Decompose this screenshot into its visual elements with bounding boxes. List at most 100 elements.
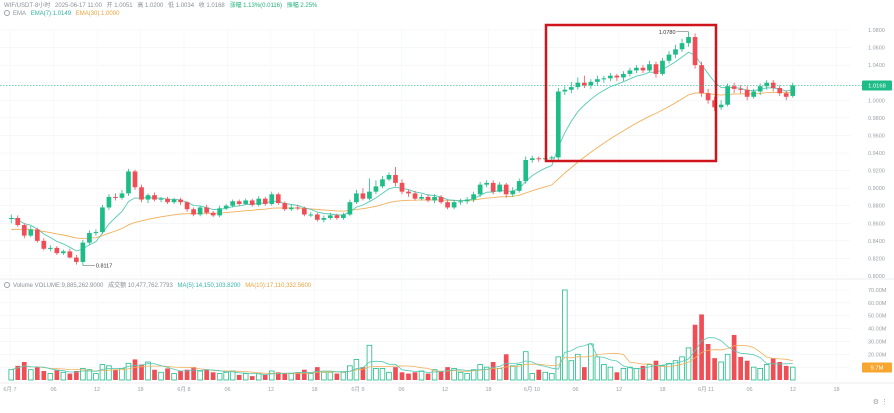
candle-body bbox=[347, 202, 353, 215]
indicator-settings-icon[interactable] bbox=[4, 10, 10, 16]
volume-bar bbox=[210, 372, 216, 380]
candle-body bbox=[731, 86, 737, 89]
price-tick-label: 1.0400 bbox=[868, 63, 885, 69]
volume-bar bbox=[451, 368, 457, 381]
volume-bar bbox=[393, 367, 398, 380]
candle-body bbox=[523, 160, 529, 182]
time-tick-label: 6月 9 bbox=[351, 386, 364, 393]
candle-body bbox=[666, 54, 672, 61]
candle-body bbox=[15, 218, 21, 226]
time-tick-label: 12 bbox=[442, 387, 448, 393]
candle-body bbox=[87, 232, 92, 243]
candle-body bbox=[8, 218, 14, 220]
candle-body bbox=[217, 208, 222, 216]
candle-body bbox=[686, 37, 691, 44]
volume-bar bbox=[757, 368, 763, 381]
time-tick-label: 18 bbox=[659, 387, 665, 393]
candle-body bbox=[328, 215, 333, 219]
chart-settings-icon[interactable]: ⚙ ⋮ bbox=[872, 399, 888, 406]
volume-bar bbox=[399, 372, 405, 380]
ema7-path bbox=[11, 51, 793, 252]
amplitude-value: 振幅 2.25% bbox=[286, 3, 318, 9]
candle-body bbox=[718, 104, 724, 108]
candle-body bbox=[705, 93, 711, 101]
volume-bar bbox=[601, 364, 607, 381]
volume-bar bbox=[308, 373, 314, 381]
volume-bar bbox=[490, 362, 496, 380]
volume-bar bbox=[236, 374, 242, 380]
volume-bar bbox=[321, 371, 327, 381]
candle-body bbox=[256, 198, 262, 205]
volume-bar bbox=[282, 373, 288, 380]
volume-bar bbox=[34, 367, 40, 380]
volume-bar bbox=[627, 366, 633, 381]
candle-body bbox=[295, 207, 301, 209]
candle-body bbox=[653, 64, 659, 74]
time-tick-label: 06 bbox=[746, 387, 752, 393]
volume-bar bbox=[529, 373, 535, 381]
candle-body bbox=[712, 100, 717, 108]
time-tick-label: 06 bbox=[224, 387, 230, 393]
volume-bar bbox=[373, 368, 379, 381]
price-tick-label: 0.9800 bbox=[868, 116, 885, 122]
volume-bar bbox=[789, 366, 796, 381]
volume-bar bbox=[119, 368, 125, 381]
candle-body bbox=[679, 43, 685, 50]
candle-body bbox=[262, 198, 268, 204]
candle-body bbox=[386, 174, 392, 180]
candle-body bbox=[47, 247, 53, 249]
candle-body bbox=[204, 207, 209, 213]
volume-bar bbox=[418, 370, 425, 381]
volume-bar bbox=[457, 371, 464, 381]
candle-body bbox=[555, 91, 561, 158]
volume-bar bbox=[633, 368, 640, 381]
volume-bar bbox=[132, 359, 138, 380]
volume-bar bbox=[640, 365, 646, 380]
candle-body bbox=[738, 88, 743, 90]
time-tick-label: 6月 7 bbox=[3, 386, 16, 393]
candle-date: 2025-06-17 11:00 bbox=[55, 3, 102, 9]
candle-body bbox=[438, 196, 444, 203]
volume-bar bbox=[327, 371, 334, 381]
candle-body bbox=[425, 196, 431, 201]
volume-bar bbox=[60, 371, 67, 381]
price-tick-label: 0.9600 bbox=[868, 133, 885, 139]
ohlc-header: WIF/USDT·8小时 2025-06-17 11:00 开 1.0051 高… bbox=[4, 2, 320, 10]
ema30-path bbox=[11, 91, 793, 239]
candle-body bbox=[549, 157, 555, 159]
low-marker-label: 0.8117 bbox=[96, 263, 112, 269]
volume-settings-icon[interactable] bbox=[4, 282, 10, 288]
time-tick-label: 06 bbox=[50, 387, 56, 393]
candle-body bbox=[490, 182, 496, 192]
volume-bar bbox=[139, 364, 144, 380]
candle-body bbox=[269, 194, 275, 204]
candle-body bbox=[699, 65, 704, 94]
volume-bar bbox=[41, 371, 47, 380]
candle-body bbox=[451, 202, 457, 208]
time-tick-label: 18 bbox=[833, 387, 839, 393]
volume-bar bbox=[242, 373, 249, 381]
volume-bar bbox=[431, 369, 438, 381]
candle-body bbox=[28, 229, 34, 236]
candle-body bbox=[93, 232, 99, 234]
candle-body bbox=[725, 86, 730, 105]
candle-body bbox=[647, 64, 652, 71]
open-value: 开 1.0051 bbox=[106, 3, 133, 9]
candle-body bbox=[145, 195, 151, 200]
volume-header[interactable]: Volume VOLUME:9,885,262.9000 成交额 10,477,… bbox=[4, 282, 314, 290]
candle-body bbox=[673, 49, 678, 55]
price-tick-label: 0.8000 bbox=[868, 274, 885, 280]
candle-body bbox=[230, 201, 236, 206]
price-tick-label: 0.9000 bbox=[868, 186, 885, 192]
ema-header[interactable]: EMA EMA(7):1.0149 EMA(30):1.0000 bbox=[4, 10, 122, 18]
time-tick-label: 18 bbox=[137, 387, 143, 393]
candle-body bbox=[419, 196, 424, 199]
candle-body bbox=[777, 87, 783, 94]
volume-bar bbox=[536, 369, 542, 380]
price-tick-label: 1.0000 bbox=[868, 98, 885, 104]
candle-body bbox=[464, 199, 470, 202]
candle-body bbox=[568, 87, 574, 90]
candle-body bbox=[393, 174, 398, 183]
volume-bar bbox=[152, 369, 157, 380]
